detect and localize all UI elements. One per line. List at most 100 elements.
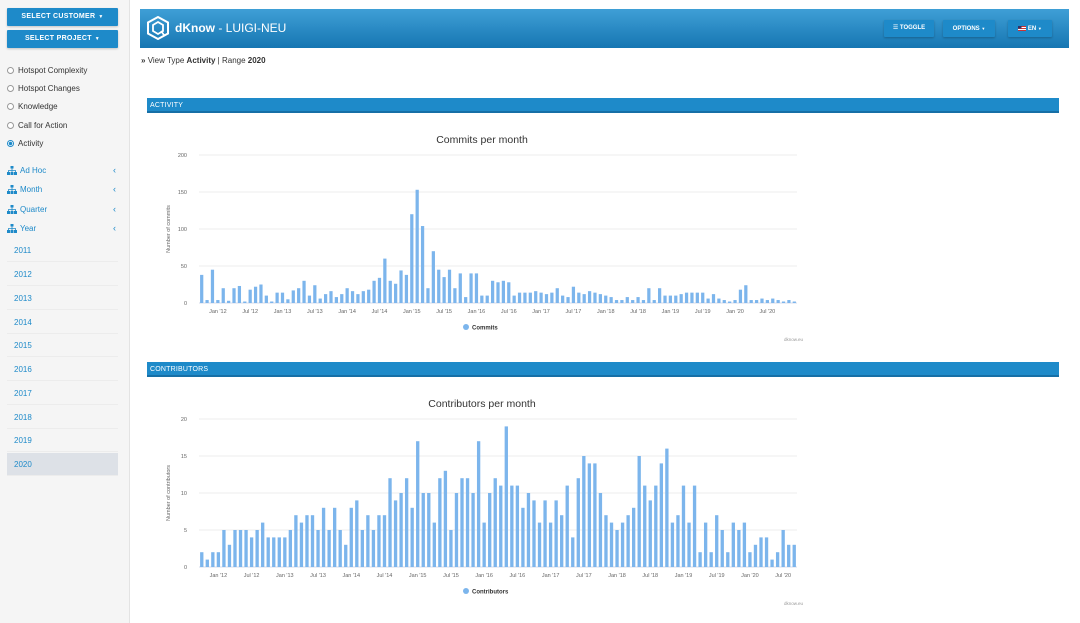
bar [297, 288, 301, 303]
bar [471, 493, 475, 567]
radio-circle[interactable] [7, 66, 14, 74]
radio-circle-checked[interactable] [7, 139, 14, 147]
y-tick-label: 5 [184, 528, 187, 534]
year-item-2018[interactable]: 2018 [7, 406, 118, 429]
y-axis-label: Number of commits [166, 205, 172, 253]
bar [663, 295, 667, 303]
bar [340, 294, 344, 303]
bar [738, 289, 743, 303]
bar [711, 294, 716, 303]
radio-hotspot-complexity[interactable]: Hotspot Complexity [7, 63, 87, 77]
radio-circle[interactable] [7, 84, 14, 92]
bar [367, 289, 371, 303]
app-brand[interactable]: dKnow - LUIGI-NEU [175, 21, 286, 35]
year-item-2016[interactable]: 2016 [7, 358, 118, 381]
bar [323, 294, 328, 303]
radio-knowledge[interactable]: Knowledge [7, 99, 58, 113]
radio-call-for-action[interactable]: Call for Action [7, 118, 67, 132]
bar [523, 292, 527, 303]
radio-activity[interactable]: Activity [7, 136, 43, 150]
breadcrumb-separator: | Range [215, 56, 248, 65]
year-item-2017[interactable]: 2017 [7, 382, 118, 405]
bar [754, 300, 759, 303]
year-item-2012[interactable]: 2012 [7, 263, 118, 286]
year-item-2019[interactable]: 2019 [7, 429, 118, 452]
bar [544, 294, 549, 303]
bar [742, 522, 747, 567]
bar [437, 269, 441, 303]
bar [760, 298, 764, 303]
options-button[interactable]: OPTIONS ▼ [943, 20, 995, 37]
sitemap-icon [7, 165, 17, 175]
bar [614, 300, 619, 303]
bar [288, 530, 293, 567]
radio-hotspot-changes[interactable]: Hotspot Changes [7, 81, 80, 95]
x-tick-label: Jan '20 [741, 573, 759, 579]
bar [576, 478, 580, 567]
bar [539, 292, 543, 303]
bar [670, 522, 675, 567]
year-item-2014[interactable]: 2014 [7, 311, 118, 334]
bar [482, 522, 486, 567]
top-header: dKnow - LUIGI-NEU ☰ TOGGLE OPTIONS ▼ EN … [140, 9, 1069, 48]
bar [329, 291, 333, 303]
bar [216, 552, 221, 567]
bar [485, 295, 489, 303]
bar [748, 552, 752, 567]
bar [321, 507, 326, 567]
bar [577, 292, 581, 303]
project-name: - LUIGI-NEU [215, 21, 287, 35]
bar [327, 530, 331, 567]
section-title: ACTIVITY [150, 102, 184, 109]
bar [243, 301, 247, 303]
radio-circle[interactable] [7, 102, 14, 110]
bar [717, 298, 721, 303]
select-customer-label: SELECT CUSTOMER [21, 13, 96, 20]
x-tick-label: Jan '17 [542, 573, 560, 579]
bar [692, 485, 697, 567]
brand-name: dKnow [175, 21, 215, 35]
nav-quarter[interactable]: Quarter ‹ [7, 202, 118, 216]
year-item-2015[interactable]: 2015 [7, 334, 118, 357]
bar [227, 300, 231, 303]
year-item-2011[interactable]: 2011 [7, 239, 118, 262]
year-item-2020[interactable]: 2020 [7, 453, 118, 476]
radio-label: Call for Action [18, 120, 68, 130]
x-tick-label: Jan '12 [210, 573, 228, 579]
bar [720, 530, 724, 567]
language-button[interactable]: EN ▼ [1008, 20, 1052, 37]
bar [668, 295, 673, 303]
bar [438, 478, 442, 567]
select-customer-button[interactable]: SELECT CUSTOMER ▼ [7, 8, 118, 26]
bar [771, 298, 775, 303]
radio-circle[interactable] [7, 121, 14, 129]
double-chevron-right-icon: » [141, 56, 146, 65]
breadcrumb: » View Type Activity | Range 2020 [141, 56, 266, 65]
bar [349, 507, 353, 567]
bar [532, 500, 536, 567]
bar [582, 294, 586, 303]
bar [388, 478, 392, 567]
bar [476, 441, 481, 567]
bar [781, 301, 786, 303]
year-item-2013[interactable]: 2013 [7, 287, 118, 310]
bar [377, 277, 382, 303]
bar [709, 552, 713, 567]
nav-year[interactable]: Year ‹ [7, 221, 118, 235]
select-project-button[interactable]: SELECT PROJECT ▼ [7, 30, 118, 48]
nav-month[interactable]: Month ‹ [7, 182, 118, 196]
select-project-label: SELECT PROJECT [24, 35, 92, 42]
bar [537, 522, 542, 567]
legend-marker [463, 588, 469, 594]
bar [283, 537, 287, 567]
toggle-button[interactable]: ☰ TOGGLE [884, 20, 934, 37]
bar [305, 515, 309, 567]
bar [715, 515, 719, 567]
bar [449, 530, 453, 567]
bar [480, 295, 484, 303]
commits-chart: Commits per month 0 50 100 150 200 Number of c… [166, 134, 803, 342]
nav-ad-hoc[interactable]: Ad Hoc ‹ [7, 163, 118, 177]
bar [264, 295, 268, 303]
caret-down-icon: ▼ [98, 14, 104, 20]
x-tick-label: Jul '20 [760, 309, 776, 315]
